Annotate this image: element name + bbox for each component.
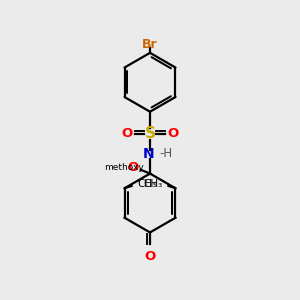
Text: S: S — [145, 126, 155, 141]
Text: N: N — [143, 147, 154, 161]
Text: -H: -H — [159, 147, 172, 160]
Text: Br: Br — [142, 38, 158, 51]
Text: CH₃: CH₃ — [137, 179, 157, 189]
Text: O: O — [122, 127, 133, 140]
Text: methoxy: methoxy — [104, 163, 144, 172]
Text: CH₃: CH₃ — [143, 179, 163, 189]
Text: O: O — [127, 161, 139, 174]
Text: O: O — [144, 250, 156, 262]
Text: O: O — [167, 127, 178, 140]
